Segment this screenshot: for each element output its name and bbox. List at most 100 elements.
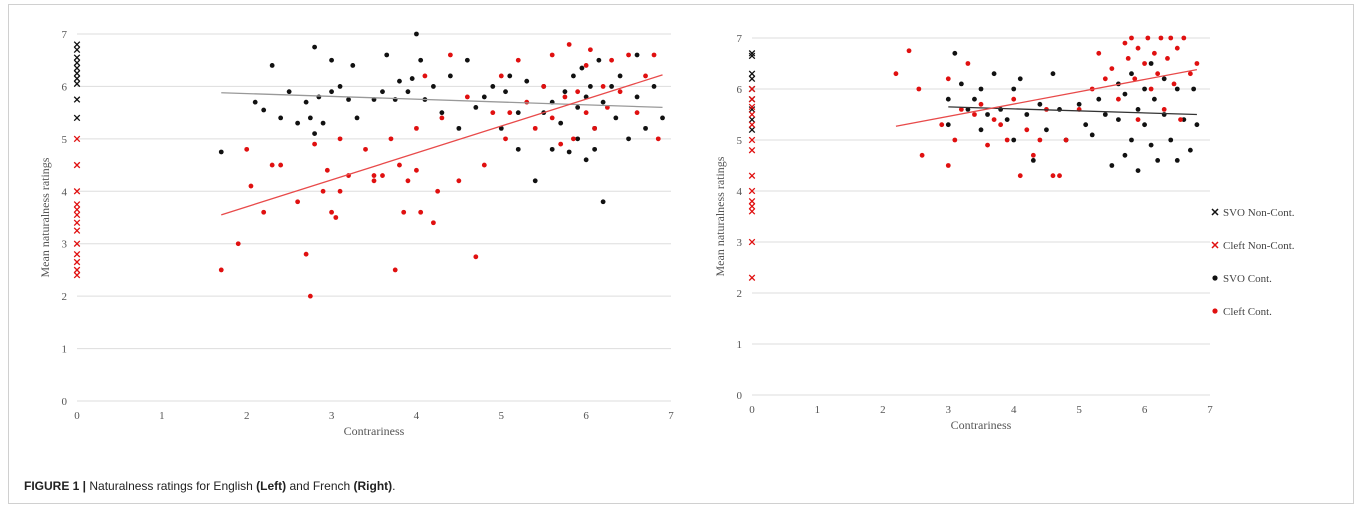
x-marker-point bbox=[748, 187, 756, 195]
legend-label: SVO Non-Cont. bbox=[1223, 207, 1295, 219]
legend-label: Cleft Non-Cont. bbox=[1223, 240, 1295, 252]
data-point bbox=[1142, 86, 1147, 92]
data-point bbox=[1109, 163, 1115, 168]
x-marker-point bbox=[748, 52, 756, 60]
x-tick-label: 5 bbox=[499, 410, 505, 422]
data-point bbox=[549, 52, 555, 58]
data-point bbox=[939, 122, 945, 128]
x-marker-point bbox=[748, 121, 756, 128]
data-point bbox=[324, 167, 330, 173]
data-point bbox=[978, 86, 984, 92]
data-point bbox=[566, 42, 572, 47]
x-marker-point bbox=[73, 70, 81, 77]
data-point bbox=[1155, 158, 1161, 163]
x-marker-point bbox=[748, 172, 756, 179]
data-point bbox=[481, 162, 487, 168]
data-point bbox=[464, 57, 470, 63]
series-cleft-non-cont- bbox=[748, 85, 756, 281]
data-point bbox=[991, 71, 997, 77]
data-point bbox=[1148, 61, 1154, 66]
data-point bbox=[1116, 96, 1121, 102]
data-point bbox=[278, 162, 284, 168]
series-svo-cont- bbox=[218, 31, 665, 205]
data-point bbox=[515, 57, 521, 63]
y-tick-label: 6 bbox=[737, 84, 743, 96]
data-point bbox=[1191, 86, 1197, 92]
data-point bbox=[1011, 86, 1017, 92]
x-marker-point bbox=[73, 96, 81, 103]
data-point bbox=[1187, 147, 1193, 153]
x-tick-label: 1 bbox=[815, 404, 821, 416]
x-tick-label: 6 bbox=[583, 410, 589, 422]
x-marker-point bbox=[73, 219, 81, 227]
data-point bbox=[431, 84, 436, 89]
data-point bbox=[1148, 86, 1154, 92]
data-point bbox=[575, 89, 581, 95]
legend-item: Cleft Non-Cont. bbox=[1211, 240, 1295, 252]
data-point bbox=[1050, 173, 1056, 179]
data-point bbox=[1155, 71, 1161, 77]
x-marker-point bbox=[748, 208, 756, 215]
data-point bbox=[1174, 158, 1180, 163]
y-tick-label: 6 bbox=[62, 81, 68, 93]
data-point bbox=[473, 105, 479, 110]
y-tick-label: 0 bbox=[737, 390, 743, 402]
data-point bbox=[405, 178, 411, 184]
data-point bbox=[906, 48, 912, 54]
x-tick-label: 3 bbox=[329, 410, 335, 422]
data-point bbox=[952, 50, 958, 56]
data-point bbox=[261, 107, 267, 113]
data-point bbox=[558, 141, 564, 147]
x-marker-point bbox=[73, 80, 81, 88]
series-cleft-cont- bbox=[218, 42, 661, 299]
data-point bbox=[524, 99, 530, 105]
data-point bbox=[532, 125, 538, 131]
x-marker-point bbox=[73, 41, 81, 48]
data-point bbox=[384, 52, 390, 58]
y-tick-label: 1 bbox=[62, 344, 68, 356]
data-point bbox=[350, 63, 356, 68]
x-marker-point bbox=[748, 116, 756, 123]
data-point bbox=[295, 199, 301, 205]
chart-english: 0 1 2 3 4 5 6 7 0 1 2 3 4 5 6 7 Contrariness Mean natural… bbox=[38, 29, 674, 438]
data-point bbox=[1122, 91, 1128, 97]
legend-item: SVO Non-Cont. bbox=[1211, 207, 1295, 219]
data-point bbox=[218, 149, 224, 155]
data-point bbox=[397, 162, 402, 168]
data-point bbox=[329, 89, 334, 95]
data-point bbox=[617, 73, 623, 79]
data-point bbox=[549, 146, 555, 152]
data-point bbox=[1050, 71, 1056, 77]
data-point bbox=[498, 73, 504, 79]
data-point bbox=[575, 105, 581, 110]
x-marker-point bbox=[73, 201, 81, 208]
data-point bbox=[1122, 152, 1128, 158]
data-point bbox=[945, 76, 951, 82]
x-marker-point bbox=[73, 161, 81, 169]
x-marker-point bbox=[748, 203, 756, 210]
data-point bbox=[549, 115, 555, 121]
data-point bbox=[346, 97, 351, 102]
x-marker-point bbox=[748, 111, 756, 118]
data-point bbox=[286, 89, 292, 95]
y-tick-label: 5 bbox=[737, 135, 743, 147]
data-point bbox=[1161, 107, 1167, 112]
data-point bbox=[371, 173, 377, 178]
x-marker-point bbox=[748, 238, 756, 246]
data-point bbox=[515, 110, 521, 116]
data-point bbox=[592, 146, 598, 152]
data-point bbox=[388, 136, 394, 142]
figure-caption: FIGURE 1 | Naturalness ratings for Engli… bbox=[24, 479, 396, 493]
legend-label: Cleft Cont. bbox=[1223, 306, 1272, 318]
trendline-svo-cont- bbox=[221, 92, 663, 109]
x-marker-point bbox=[748, 95, 756, 103]
data-point bbox=[278, 115, 284, 121]
series-svo-non-cont- bbox=[73, 41, 81, 122]
data-point bbox=[978, 127, 984, 133]
data-point bbox=[307, 293, 313, 299]
data-point bbox=[634, 110, 640, 116]
data-point bbox=[571, 73, 576, 79]
y-tick-label: 0 bbox=[62, 396, 68, 408]
data-point bbox=[609, 57, 614, 63]
data-point bbox=[1030, 158, 1036, 163]
